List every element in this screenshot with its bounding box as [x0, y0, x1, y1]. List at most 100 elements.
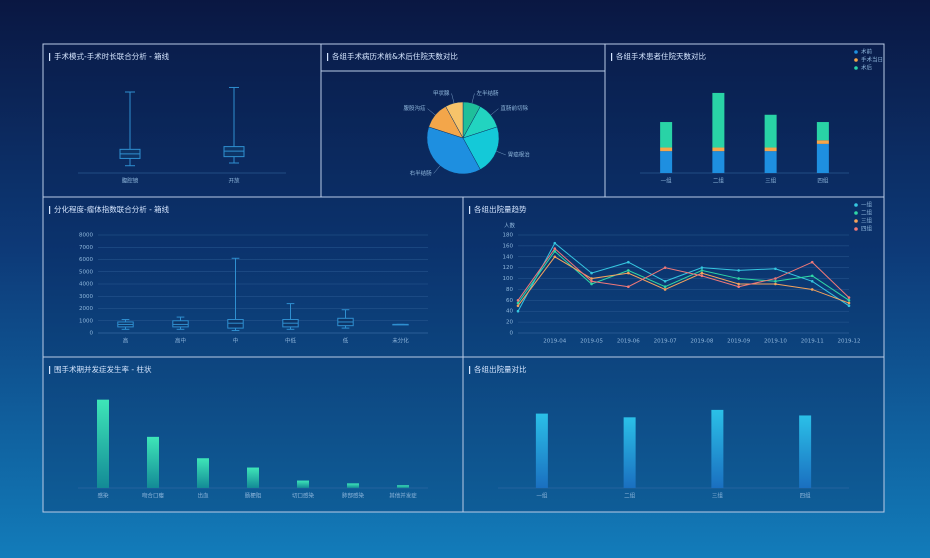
point — [590, 277, 593, 280]
legend-label: 三组 — [861, 217, 873, 225]
slice-label: 直肠前切除 — [500, 104, 528, 112]
point — [590, 271, 593, 275]
x-tick-label: 2019-09 — [727, 339, 750, 345]
x-tick-label: 中低 — [285, 337, 297, 345]
point — [627, 269, 630, 272]
bar — [247, 467, 259, 488]
legend-swatch — [854, 219, 858, 223]
leader-line — [496, 151, 506, 156]
x-tick-label: 切口感染 — [292, 492, 315, 500]
point — [663, 266, 667, 269]
x-tick-label: 2019-08 — [690, 339, 713, 345]
x-tick-label: 三组 — [712, 492, 724, 500]
leader-line — [471, 93, 475, 104]
point — [774, 277, 777, 280]
panel-title: 围手术期并发症发生率 - 柱状 — [54, 364, 152, 374]
slice-label: 腹股沟疝 — [404, 104, 427, 112]
legend-label: 术后 — [861, 64, 873, 72]
y-tick-label: 7000 — [79, 245, 93, 251]
y-tick-label: 140 — [503, 254, 514, 260]
bar-segment — [764, 147, 777, 152]
point — [516, 304, 520, 308]
panel-title: 分化程度-瘤体指数联合分析 - 箱线 — [54, 204, 170, 214]
point — [737, 285, 740, 289]
pie-slice — [462, 126, 500, 170]
x-tick-label: 三组 — [765, 177, 777, 185]
x-tick-label: 开放 — [228, 177, 240, 185]
legend-label: 二组 — [861, 209, 873, 217]
leader-line — [433, 165, 441, 174]
box — [172, 320, 189, 328]
x-tick-label: 2019-12 — [838, 339, 861, 345]
bar — [97, 399, 109, 488]
y-tick-label: 0 — [90, 331, 94, 337]
bar — [535, 413, 548, 488]
point — [663, 279, 667, 283]
legend-label: 手术当日 — [861, 56, 883, 64]
point — [700, 266, 704, 269]
series-line — [517, 256, 850, 307]
x-tick-label: 高中 — [175, 337, 186, 345]
point — [700, 271, 704, 275]
title-marker — [327, 53, 329, 61]
x-tick-label: 肠梗阻 — [245, 492, 262, 500]
point — [810, 279, 814, 283]
panel — [462, 356, 885, 513]
x-tick-label: 2019-04 — [543, 339, 566, 345]
y-tick-label: 40 — [506, 309, 513, 315]
title-marker — [611, 53, 613, 61]
x-tick-label: 中 — [233, 337, 239, 345]
point — [737, 269, 740, 272]
series-line — [517, 247, 850, 301]
bar-segment — [764, 151, 777, 173]
y-tick-label: 100 — [503, 276, 514, 282]
legend-swatch — [854, 227, 858, 231]
pie-slice — [445, 101, 464, 139]
legend-label: 四组 — [861, 225, 873, 233]
x-tick-label: 2019-07 — [654, 339, 677, 345]
bar-segment — [816, 143, 829, 173]
panel-title: 手术模式-手术时长联合分析 - 箱线 — [54, 51, 170, 61]
point — [774, 282, 777, 286]
point — [553, 255, 557, 259]
y-tick-label: 2000 — [79, 306, 93, 312]
slice-label: 甲状腺 — [433, 89, 450, 97]
point — [627, 271, 630, 275]
panel — [42, 43, 322, 198]
point — [737, 282, 740, 286]
box — [227, 319, 244, 329]
x-tick-label: 吻合口瘘 — [142, 492, 165, 500]
title-marker — [49, 53, 51, 61]
bar-segment — [712, 151, 725, 173]
point — [810, 288, 814, 291]
panel — [42, 196, 464, 358]
bar-segment — [660, 122, 673, 148]
point — [516, 301, 520, 305]
x-tick-label: 二组 — [713, 177, 725, 185]
point — [627, 260, 630, 264]
legend-swatch — [854, 66, 858, 70]
legend-swatch — [854, 211, 858, 215]
title-marker — [49, 366, 51, 374]
leader-line — [427, 108, 436, 116]
bar — [197, 458, 209, 488]
x-tick-label: 未分化 — [392, 337, 409, 345]
y-tick-label: 5000 — [79, 269, 93, 275]
bar — [147, 436, 159, 488]
bar-segment — [712, 147, 725, 152]
bar-segment — [816, 140, 829, 144]
panel-title: 各组手术病历术前&术后住院天数对比 — [332, 51, 458, 61]
x-tick-label: 高 — [123, 337, 129, 345]
series-line — [517, 242, 850, 312]
point — [516, 309, 520, 313]
point — [553, 250, 557, 253]
panel — [604, 43, 885, 198]
x-tick-label: 2019-11 — [801, 339, 824, 345]
x-tick-label: 四组 — [800, 492, 812, 500]
y-tick-label: 160 — [503, 243, 514, 249]
x-tick-label: 2019-06 — [617, 339, 640, 345]
y-tick-label: 4000 — [79, 282, 93, 288]
x-tick-label: 二组 — [624, 492, 636, 500]
y-tick-label: 6000 — [79, 257, 93, 263]
